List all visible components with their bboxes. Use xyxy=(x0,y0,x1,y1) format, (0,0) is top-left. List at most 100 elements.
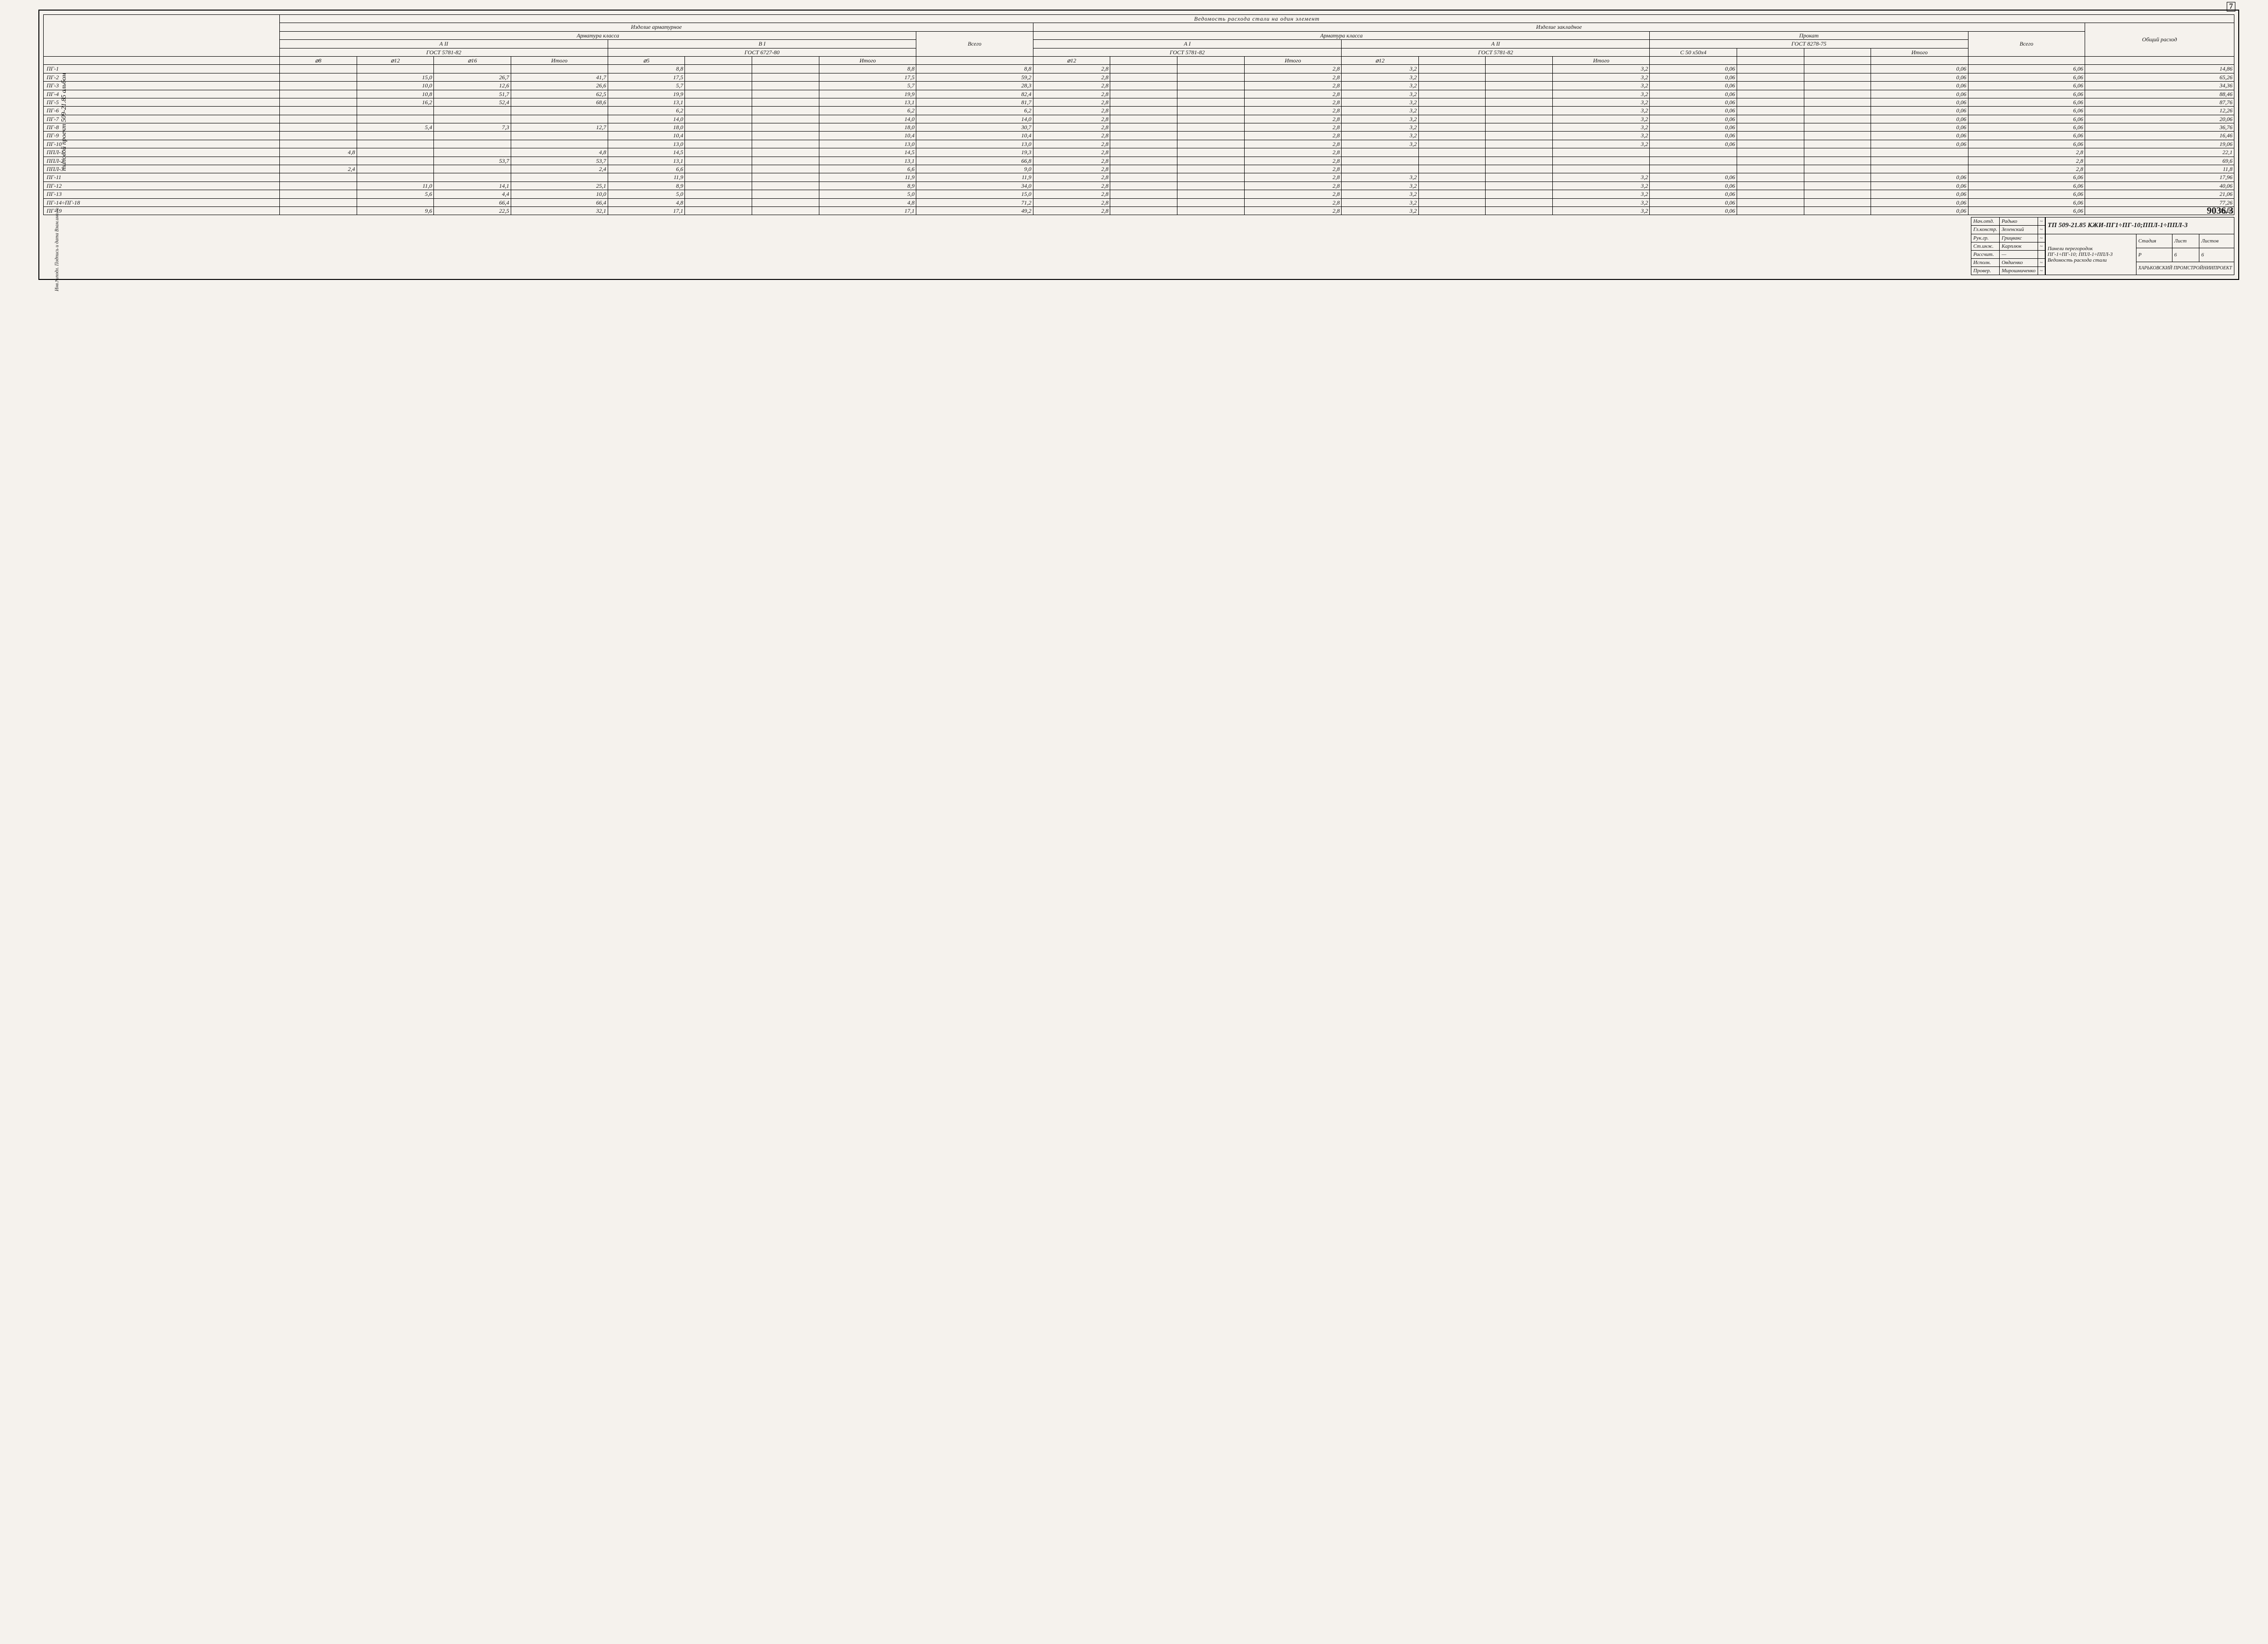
cell: 5,7 xyxy=(608,82,685,90)
cell: 0,06 xyxy=(1650,82,1737,90)
cell xyxy=(1110,198,1177,206)
cell: 4,8 xyxy=(819,198,916,206)
cell: 2,8 xyxy=(1244,73,1341,81)
gost-8278: ГОСТ 8278-75 xyxy=(1650,40,1968,48)
col-total: Общий расход xyxy=(2085,23,2234,57)
c50: С 50 х50х4 xyxy=(1650,48,1737,56)
cell xyxy=(1110,140,1177,148)
cell xyxy=(1486,115,1553,123)
cell xyxy=(1177,82,1245,90)
cell: 14,0 xyxy=(916,115,1033,123)
name-5: — xyxy=(1999,250,2038,258)
cell: 6,06 xyxy=(1968,181,2085,190)
cell: 0,06 xyxy=(1871,132,1968,140)
cell: 12,26 xyxy=(2085,107,2234,115)
cell: 10,0 xyxy=(357,82,434,90)
cell: 3,2 xyxy=(1553,107,1650,115)
cell xyxy=(1804,90,1871,98)
cell xyxy=(1418,190,1486,198)
sig-6: ~ xyxy=(2038,258,2045,266)
cell: 18,0 xyxy=(819,123,916,132)
role-3: Рук.гр. xyxy=(1971,234,2000,242)
cell: 2,8 xyxy=(1033,132,1110,140)
itogo4: Итого xyxy=(1553,56,1650,64)
cell xyxy=(280,132,357,140)
cell xyxy=(280,173,357,181)
cell: 3,2 xyxy=(1553,190,1650,198)
cell: 4,8 xyxy=(511,148,608,157)
table-row: ПГ-1211,014,125,18,98,934,02,82,83,23,20… xyxy=(44,181,2234,190)
cell: 4,8 xyxy=(608,198,685,206)
cell: 11,0 xyxy=(357,181,434,190)
cell: 30,7 xyxy=(916,123,1033,132)
cell xyxy=(752,140,819,148)
cell: 3,2 xyxy=(1553,123,1650,132)
cell: 6,6 xyxy=(819,165,916,173)
cell xyxy=(511,107,608,115)
cell: 6,6 xyxy=(608,165,685,173)
itogo2: Итого xyxy=(819,56,916,64)
cell xyxy=(1737,132,1804,140)
table-row: ПГ-1111,911,911,92,82,83,23,20,060,066,0… xyxy=(44,173,2234,181)
col-prokat: Прокат xyxy=(1650,31,1968,39)
cell: 22,1 xyxy=(2085,148,2234,157)
cell: 0,06 xyxy=(1650,73,1737,81)
table-row: ПГ-135,64,410,05,05,015,02,82,83,23,20,0… xyxy=(44,190,2234,198)
cell: 13,1 xyxy=(608,157,685,165)
cell xyxy=(1177,115,1245,123)
cell: 2,8 xyxy=(1244,115,1341,123)
cell xyxy=(1737,90,1804,98)
cell: 0,06 xyxy=(1871,181,1968,190)
cell: 6,06 xyxy=(1968,107,2085,115)
class-a1: А I xyxy=(1033,40,1341,48)
cell xyxy=(280,73,357,81)
cell xyxy=(1110,181,1177,190)
cell xyxy=(1418,173,1486,181)
row-mark: ППЛ-1 xyxy=(44,148,280,157)
cell xyxy=(1177,165,1245,173)
cell: 12,7 xyxy=(511,123,608,132)
cell xyxy=(1871,165,1968,173)
cell: 36,76 xyxy=(2085,123,2234,132)
cell: 13,0 xyxy=(819,140,916,148)
cell: 3,2 xyxy=(1342,206,1419,215)
cell: 11,9 xyxy=(608,173,685,181)
cell xyxy=(685,157,752,165)
signatures-table: Нач.отд.Радько~ Гл.констр.Зеленский~ Рук… xyxy=(1971,217,2045,275)
side-project-label: типовой проект 509-21.85 альбом xyxy=(60,73,68,171)
cell xyxy=(357,165,434,173)
cell: 19,3 xyxy=(916,148,1033,157)
cell: 2,8 xyxy=(1244,198,1341,206)
cell: 7,3 xyxy=(434,123,511,132)
cell: 0,06 xyxy=(1650,107,1737,115)
cell: 9,6 xyxy=(357,206,434,215)
arm-class-2: Арматура класса xyxy=(1033,31,1650,39)
cell xyxy=(511,173,608,181)
d8: ⌀8 xyxy=(280,56,357,64)
cell: 6,2 xyxy=(608,107,685,115)
cell xyxy=(752,190,819,198)
cell: 51,7 xyxy=(434,90,511,98)
cell xyxy=(280,157,357,165)
cell xyxy=(685,98,752,106)
cell: 3,2 xyxy=(1553,140,1650,148)
name-3: Грицвакс xyxy=(1999,234,2038,242)
cell: 2,8 xyxy=(1033,98,1110,106)
cell: 49,2 xyxy=(916,206,1033,215)
cell xyxy=(1650,148,1737,157)
cell xyxy=(1553,165,1650,173)
cell: 6,06 xyxy=(1968,206,2085,215)
cell: 6,06 xyxy=(1968,90,2085,98)
cell: 71,2 xyxy=(916,198,1033,206)
cell: 17,1 xyxy=(608,206,685,215)
row-mark: ПГ-7 xyxy=(44,115,280,123)
cell: 21,06 xyxy=(2085,190,2234,198)
document-code: 9036/3 xyxy=(2207,206,2233,217)
cell: 3,2 xyxy=(1553,173,1650,181)
cell: 26,7 xyxy=(434,73,511,81)
cell: 15,0 xyxy=(357,73,434,81)
cell: 88,46 xyxy=(2085,90,2234,98)
cell: 81,7 xyxy=(916,98,1033,106)
cell xyxy=(752,90,819,98)
cell: 3,2 xyxy=(1342,181,1419,190)
